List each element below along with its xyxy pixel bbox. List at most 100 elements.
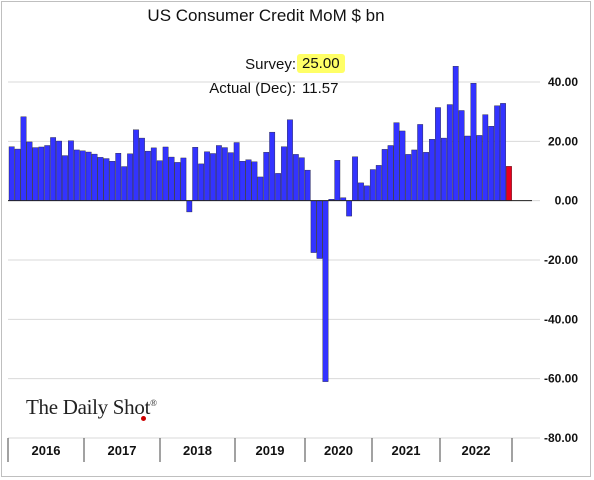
bar — [139, 137, 145, 201]
bar — [364, 185, 370, 201]
bar — [162, 146, 169, 201]
actual-value: 11.57 — [302, 80, 339, 97]
bar — [500, 103, 506, 201]
bar — [494, 105, 501, 201]
bar — [127, 153, 133, 201]
bar — [476, 135, 483, 201]
x-tick-label: 2022 — [462, 443, 491, 458]
bar — [20, 116, 27, 201]
bar — [464, 135, 471, 201]
bar — [174, 162, 181, 201]
bar — [8, 146, 15, 201]
x-tick-label: 2021 — [392, 443, 421, 458]
bar — [440, 137, 447, 201]
bar — [263, 152, 270, 201]
bar — [186, 200, 193, 213]
x-tick-label: 2020 — [324, 443, 353, 458]
bar — [85, 151, 92, 201]
bar — [192, 147, 199, 201]
bar — [26, 141, 33, 201]
bar — [393, 122, 400, 201]
bar — [121, 166, 128, 201]
bar — [38, 146, 45, 201]
bar — [133, 129, 139, 201]
bar — [482, 114, 489, 201]
bar — [387, 145, 394, 201]
bar — [470, 83, 477, 201]
chart-title: US Consumer Credit MoM $ bn — [147, 6, 385, 25]
bar — [144, 150, 151, 201]
bar — [405, 154, 412, 201]
bar — [221, 147, 228, 201]
x-tick-label: 2019 — [256, 443, 285, 458]
actual-label: Actual (Dec): — [209, 80, 296, 97]
bar — [168, 156, 175, 201]
bar — [429, 139, 435, 201]
bar — [79, 150, 86, 201]
bar — [204, 151, 210, 201]
bar — [281, 146, 287, 201]
bar — [233, 142, 240, 201]
bar — [488, 126, 495, 201]
bar — [44, 145, 51, 201]
bar — [156, 160, 163, 201]
bar — [251, 161, 258, 201]
bar — [411, 149, 418, 201]
bar — [435, 107, 441, 201]
bar — [316, 200, 323, 259]
bar — [227, 152, 234, 201]
bar — [298, 157, 305, 201]
bar — [310, 200, 317, 253]
bar — [399, 130, 406, 201]
bar — [210, 153, 216, 201]
bar — [458, 110, 465, 201]
y-tick-label: -20.00 — [544, 253, 578, 267]
bar — [423, 152, 429, 201]
bar — [245, 159, 252, 201]
bar — [375, 165, 382, 201]
bar — [292, 154, 299, 201]
bar — [68, 140, 74, 201]
x-axis-ticks: 2016 2017 2018 2019 2020 2021 2022 — [7, 438, 513, 462]
bar — [352, 156, 358, 201]
bar — [381, 149, 388, 201]
y-tick-label: 0.00 — [555, 194, 579, 208]
bar — [269, 131, 276, 201]
y-tick-label: -60.00 — [544, 372, 578, 386]
survey-value: 25.00 — [297, 54, 345, 73]
bar — [115, 153, 122, 201]
x-tick-label: 2017 — [108, 443, 137, 458]
bar — [334, 160, 341, 201]
bar — [62, 155, 68, 201]
bar — [346, 200, 353, 217]
logo-dot — [141, 416, 146, 421]
y-axis-ticks: 40.00 20.00 0.00 -20.00 -40.00 -60.00 -80.00 — [544, 75, 578, 445]
bar-series — [8, 66, 512, 382]
bar — [358, 182, 364, 201]
bar — [109, 161, 116, 201]
y-tick-label: -40.00 — [544, 312, 578, 326]
bar — [452, 66, 459, 201]
y-tick-label: 40.00 — [548, 75, 578, 89]
bar — [275, 173, 281, 201]
x-tick-label: 2018 — [183, 443, 212, 458]
bar — [198, 163, 205, 201]
survey-label: Survey: — [245, 56, 296, 73]
y-tick-label: 20.00 — [548, 134, 578, 148]
bar — [257, 176, 264, 201]
bar — [287, 119, 293, 201]
bar — [304, 169, 311, 201]
bar — [180, 157, 187, 201]
bar — [91, 153, 98, 201]
bar — [417, 124, 424, 201]
bar — [369, 169, 376, 201]
bar — [150, 147, 157, 201]
bar — [446, 104, 453, 201]
bar — [56, 140, 62, 201]
bar — [97, 157, 104, 201]
bar — [322, 200, 329, 382]
y-tick-label: -80.00 — [544, 431, 578, 445]
bar — [32, 147, 39, 201]
